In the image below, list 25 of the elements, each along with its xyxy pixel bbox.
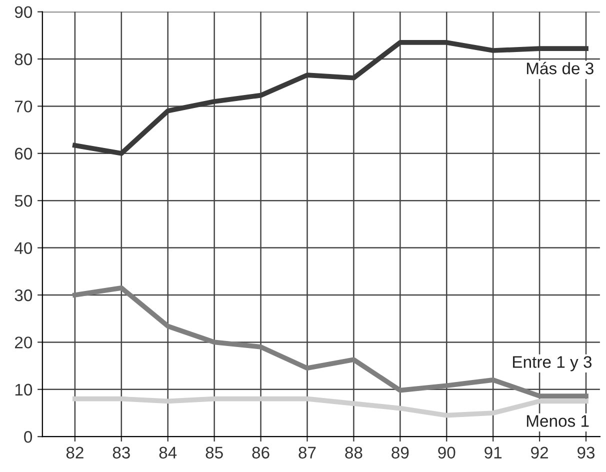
y-tick-label: 70 — [15, 100, 32, 112]
x-tick-label: 88 — [345, 446, 362, 459]
x-tick-label: 83 — [112, 446, 130, 459]
y-tick-label: 40 — [14, 242, 32, 254]
y-tick-label: 10 — [15, 384, 32, 396]
x-tick-label: 90 — [438, 446, 456, 459]
x-tick-label: 85 — [206, 446, 223, 459]
x-tick-label: 84 — [159, 446, 177, 459]
series-label: Entre 1 y 3 — [513, 356, 592, 372]
y-tick-label: 80 — [14, 53, 32, 66]
y-tick-label: 90 — [14, 6, 32, 18]
y-tick-label: 60 — [15, 148, 32, 160]
y-tick-label: 50 — [14, 195, 32, 207]
y-tick-label: 20 — [15, 336, 32, 348]
y-tick-label: 0 — [24, 431, 32, 443]
x-tick-label: 91 — [484, 446, 502, 459]
x-tick-label: 86 — [252, 446, 270, 459]
series-label: Más de 3 — [526, 62, 594, 74]
x-tick-label: 87 — [298, 446, 316, 459]
x-tick-label: 82 — [66, 446, 84, 459]
x-tick-label: 93 — [578, 446, 595, 459]
y-tick-label: 30 — [14, 289, 32, 302]
x-tick-label: 92 — [531, 446, 548, 459]
series-label: Menos 1 — [526, 415, 589, 427]
x-tick-label: 89 — [392, 446, 409, 459]
